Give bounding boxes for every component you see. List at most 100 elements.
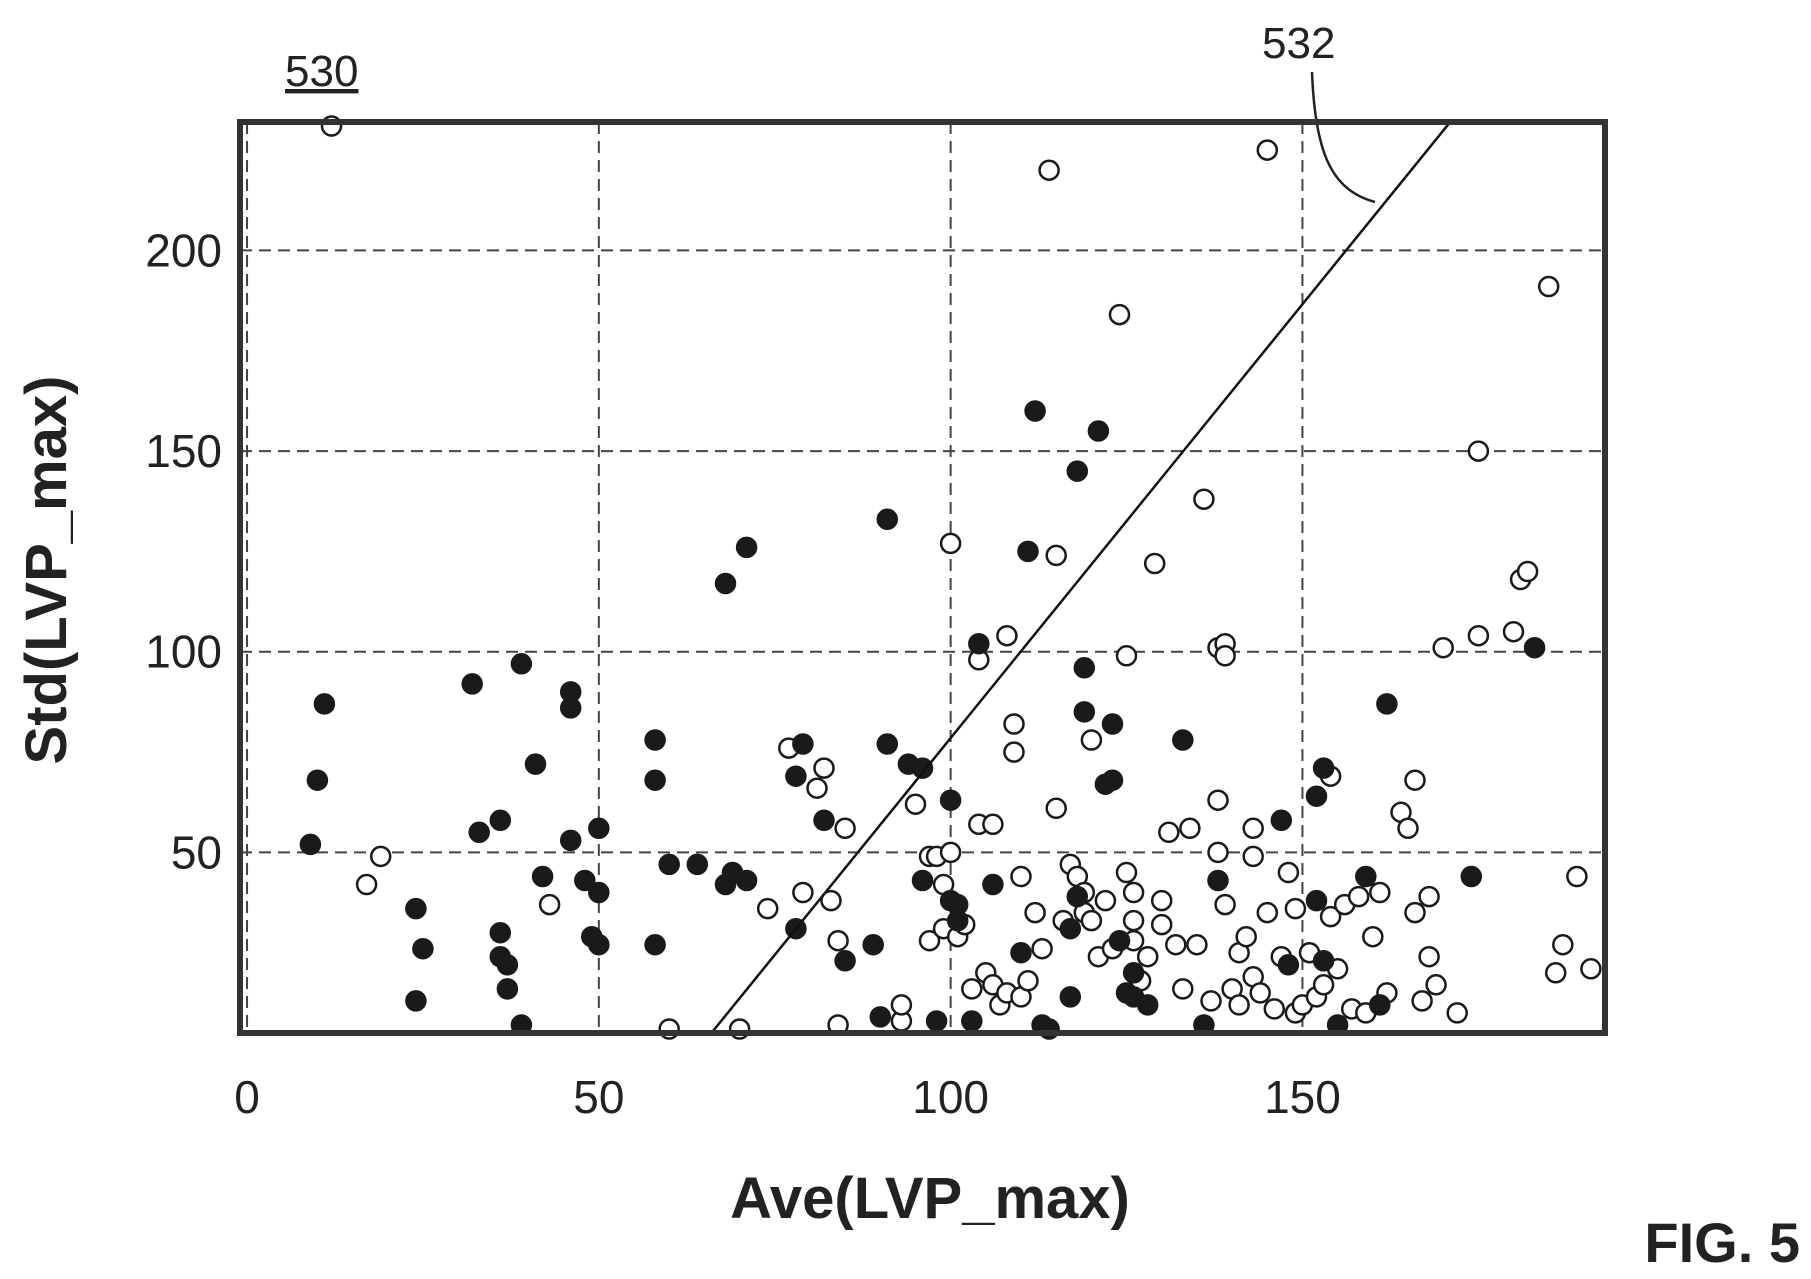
- filled-point: [489, 809, 512, 832]
- hollow-point: [1136, 945, 1159, 968]
- hollow-point: [1235, 925, 1257, 948]
- filled-point: [510, 653, 533, 675]
- filled-point: [588, 817, 610, 840]
- filled-point: [961, 1010, 983, 1032]
- filled-point: [1101, 713, 1124, 735]
- hollow-point: [1544, 962, 1567, 984]
- hollow-point: [1031, 937, 1053, 960]
- hollow-point: [1150, 913, 1173, 936]
- filled-point: [1207, 869, 1229, 892]
- filled-point: [574, 869, 596, 892]
- filled-point: [911, 757, 934, 779]
- hollow-point: [813, 757, 835, 779]
- hollow-point: [918, 929, 941, 952]
- filled-point: [1136, 994, 1159, 1016]
- hollow-point: [1045, 544, 1067, 567]
- hollow-point: [1537, 275, 1560, 298]
- hollow-point: [1122, 909, 1145, 932]
- hollow-point: [1045, 797, 1067, 820]
- hollow-point: [1347, 885, 1370, 908]
- hollow-point: [1186, 933, 1208, 956]
- hollow-point: [1080, 729, 1103, 751]
- hollow-point: [1467, 440, 1490, 462]
- hollow-point: [1552, 933, 1574, 956]
- hollow-point: [1446, 1002, 1468, 1024]
- hollow-point: [1179, 817, 1201, 840]
- hollow-point: [1158, 821, 1180, 844]
- filled-point: [1073, 701, 1096, 723]
- hollow-point: [1319, 905, 1342, 928]
- filled-point: [686, 853, 709, 876]
- filled-point: [644, 769, 666, 791]
- filled-point: [468, 821, 490, 844]
- filled-point: [644, 933, 666, 956]
- filled-point: [834, 950, 856, 972]
- filled-point: [785, 765, 807, 787]
- hollow-point: [1580, 958, 1602, 980]
- x-axis-label: Ave(LVP_max): [730, 1166, 1130, 1231]
- hollow-point: [1108, 303, 1131, 326]
- filled-point: [735, 536, 758, 559]
- filled-point: [946, 909, 969, 932]
- filled-point: [862, 933, 884, 956]
- hollow-point: [1122, 881, 1145, 904]
- filled-point: [1523, 636, 1546, 659]
- line-reference-leader: [1310, 71, 1376, 204]
- hollow-point: [1193, 488, 1215, 510]
- hollow-point: [820, 889, 842, 912]
- filled-point: [911, 869, 934, 892]
- hollow-point: [827, 929, 849, 952]
- filled-point: [559, 829, 582, 852]
- filled-point: [1376, 693, 1398, 715]
- filled-point: [1305, 889, 1328, 912]
- filled-point: [982, 873, 1004, 896]
- hollow-point: [1010, 865, 1032, 888]
- hollow-point: [355, 873, 378, 896]
- hollow-point: [1404, 901, 1426, 924]
- hollow-point: [996, 624, 1018, 647]
- hollow-point: [1172, 978, 1194, 1000]
- grid-lines: [240, 122, 1605, 1033]
- hollow-point: [982, 813, 1004, 836]
- filled-point: [531, 865, 554, 888]
- filled-point: [489, 921, 512, 944]
- filled-point: [1108, 929, 1131, 952]
- filled-point: [461, 673, 483, 695]
- hollow-point: [939, 532, 962, 555]
- filled-point: [925, 1010, 948, 1032]
- figure-label: FIG. 5: [1644, 1211, 1800, 1274]
- filled-point: [306, 769, 329, 791]
- hollow-point: [1080, 909, 1103, 932]
- hollow-point: [1165, 933, 1187, 956]
- filled-point: [735, 869, 758, 892]
- hollow-point: [1143, 552, 1166, 575]
- hollow-point: [1284, 897, 1307, 920]
- hollow-point: [1115, 645, 1138, 667]
- filled-point: [1059, 917, 1082, 940]
- hollow-point: [1312, 974, 1335, 996]
- filled-point: [412, 937, 434, 960]
- hollow-point: [890, 994, 913, 1016]
- hollow-point: [1467, 624, 1490, 647]
- filled-points: [299, 400, 1546, 1040]
- hollow-point: [792, 881, 814, 904]
- filled-point: [1312, 950, 1335, 972]
- hollow-point: [1242, 817, 1264, 840]
- y-axis-label: Std(LVP_max): [14, 376, 79, 765]
- filled-point: [1024, 400, 1046, 422]
- hollow-point: [1024, 901, 1046, 924]
- x-tick-label: 0: [234, 1071, 260, 1123]
- hollow-point: [1362, 925, 1384, 948]
- plot-frame: [237, 119, 1608, 1036]
- filled-point: [588, 933, 610, 956]
- y-tick-labels: 50 100 150 200: [145, 224, 222, 878]
- line-reference: 532: [1262, 19, 1335, 68]
- hollow-point: [1418, 885, 1440, 908]
- hollow-point: [1516, 560, 1539, 583]
- filled-point: [1312, 757, 1335, 779]
- y-tick-label: 150: [145, 425, 222, 477]
- hollow-point: [1277, 861, 1300, 884]
- hollow-point: [1214, 893, 1236, 916]
- hollow-points: [320, 115, 1602, 1040]
